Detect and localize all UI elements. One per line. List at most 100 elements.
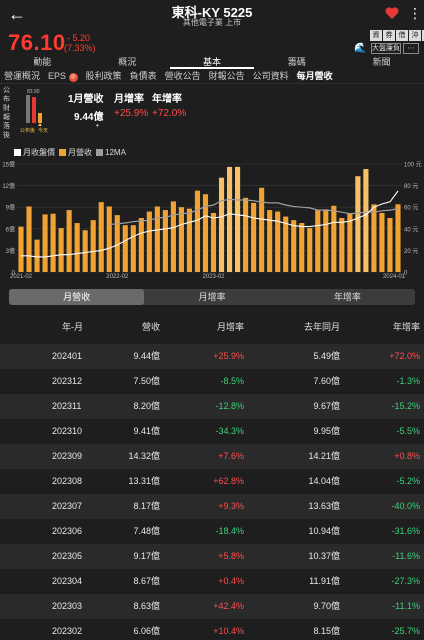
heart-icon[interactable]	[384, 5, 400, 21]
row-year-month: 202302	[52, 626, 83, 636]
tab-fundamental[interactable]: 基本	[169, 56, 255, 69]
eps-badge-icon: ◎	[68, 73, 78, 82]
y-left-tick-label: 15億	[2, 161, 15, 169]
row-prev-year: 10.37億	[308, 551, 340, 561]
row-revenue: 7.50億	[133, 376, 160, 386]
table-row[interactable]: 202306 7.48億 -18.4% 10.94億 -31.6%	[0, 519, 424, 544]
segment-yoy[interactable]: 年增率	[333, 292, 361, 302]
header-year-month[interactable]: 年-月	[62, 322, 83, 332]
badge-quan[interactable]: 券	[383, 30, 395, 41]
legend-price[interactable]: 月收盤價	[14, 147, 55, 158]
tab-news[interactable]: 新聞	[372, 57, 391, 67]
legend-revenue[interactable]: 月營收	[59, 147, 92, 158]
table-row[interactable]: 202311 8.20億 -12.8% 9.67億 -15.2%	[0, 394, 424, 419]
revenue-bar	[82, 230, 88, 272]
badge-dang[interactable]: 當	[422, 30, 424, 41]
row-prev-year: 14.04億	[308, 476, 340, 486]
header-prev-year[interactable]: 去年同月	[303, 322, 340, 332]
badge-zi[interactable]: 資	[370, 30, 382, 41]
row-yoy: -1.3%	[396, 376, 420, 386]
revenue-bar	[395, 204, 401, 272]
table-row[interactable]: 202310 9.41億 -34.3% 9.95億 -5.5%	[0, 419, 424, 444]
price-change-pct: (7.33%)	[64, 43, 96, 53]
table-row[interactable]: 202305 9.17億 +5.8% 10.37億 -11.6%	[0, 544, 424, 569]
row-revenue: 8.67億	[133, 576, 160, 586]
y-left-tick-label: 9億	[6, 204, 15, 212]
tab-overview[interactable]: 概況	[118, 57, 137, 67]
wave-icon[interactable]: 🌊	[354, 43, 367, 54]
y-left-tick-label: 12億	[2, 182, 15, 190]
revenue-table-body: 202401 9.44億 +25.9% 5.49億 +72.0% 202312 7.50億 -…	[0, 344, 424, 640]
revenue-bar	[315, 210, 321, 272]
segment-revenue[interactable]: 月營收	[9, 289, 145, 305]
revenue-bar	[66, 210, 72, 272]
legend-revenue-label: 月營收	[68, 148, 92, 157]
segment-mom[interactable]: 月增率	[198, 292, 226, 302]
revenue-bar	[114, 215, 120, 272]
mini-marker-icon	[38, 123, 42, 126]
tab-chips[interactable]: 籌碼	[287, 57, 306, 67]
market-chip[interactable]: 大盤廉負	[371, 43, 401, 54]
table-row[interactable]: 202303 8.63億 +42.4% 9.70億 -11.1%	[0, 594, 424, 619]
summary-mom: +25.9%	[114, 108, 149, 119]
more-menu-icon[interactable]: ⋮	[408, 5, 422, 21]
table-row[interactable]: 202304 8.67億 +0.4% 11.91億 -27.3%	[0, 569, 424, 594]
table-row[interactable]: 202302 6.06億 +10.4% 8.15億 -25.7%	[0, 619, 424, 640]
revenue-bar	[50, 213, 56, 272]
row-revenue: 8.63億	[133, 601, 160, 611]
table-row[interactable]: 202401 9.44億 +25.9% 5.49億 +72.0%	[0, 344, 424, 369]
back-arrow-icon[interactable]: ←	[8, 4, 26, 24]
table-row[interactable]: 202312 7.50億 -8.5% 7.60億 -1.3%	[0, 369, 424, 394]
mini-label-right: 今天	[38, 127, 48, 134]
mini-label-left: 公布後	[20, 127, 35, 134]
header-yoy[interactable]: 年增率	[392, 322, 420, 332]
y-right-tick-label: 60 元	[404, 205, 418, 212]
y-right-tick-label: 0	[404, 271, 408, 277]
trade-chip[interactable]: ⋯	[403, 43, 419, 54]
revenue-bar	[98, 202, 104, 272]
row-prev-year: 9.67億	[313, 401, 340, 411]
table-row[interactable]: 202308 13.31億 +62.8% 14.04億 -5.2%	[0, 469, 424, 494]
revenue-bar	[58, 228, 64, 272]
current-price: 76.10	[8, 30, 66, 55]
row-year-month: 202307	[52, 501, 83, 511]
row-yoy: +0.8%	[394, 451, 420, 461]
revenue-bar	[283, 216, 289, 272]
row-prev-year: 8.15億	[313, 626, 340, 636]
header-mom[interactable]: 月增率	[216, 322, 244, 332]
subtab-dividend[interactable]: 股利政策	[85, 71, 122, 81]
subtab-operations[interactable]: 營運概況	[4, 71, 41, 81]
subtab-balance[interactable]: 負債表	[129, 71, 157, 81]
table-header: 年-月 營收 月增率 去年同月 年增率	[0, 320, 424, 340]
revenue-bar	[371, 204, 377, 272]
subtab-monthly-revenue[interactable]: 每月營收	[296, 71, 333, 81]
revenue-bar	[235, 166, 241, 272]
subtab-revenue-notice[interactable]: 營收公告	[164, 71, 201, 81]
table-row[interactable]: 202307 8.17億 +9.3% 13.63億 -40.0%	[0, 494, 424, 519]
row-prev-year: 13.63億	[308, 501, 340, 511]
header-revenue[interactable]: 營收	[141, 322, 160, 332]
legend-ma-label: 12MA	[105, 148, 126, 157]
subtab-financial-notice[interactable]: 財報公告	[208, 71, 245, 81]
subtab-eps[interactable]: EPS ◎	[48, 69, 78, 83]
row-revenue: 8.17億	[133, 501, 160, 511]
revenue-bar	[178, 207, 184, 272]
row-yoy: -25.7%	[391, 626, 420, 636]
revenue-bar	[34, 239, 40, 272]
row-yoy: -5.2%	[396, 476, 420, 486]
row-mom: +62.8%	[213, 476, 244, 486]
row-revenue: 8.20億	[133, 401, 160, 411]
legend-ma[interactable]: 12MA	[96, 148, 126, 157]
table-row[interactable]: 202309 14.32億 +7.6% 14.21億 +0.8%	[0, 444, 424, 469]
row-mom: +42.4%	[213, 601, 244, 611]
revenue-bar	[387, 218, 393, 272]
revenue-bar	[347, 212, 353, 272]
row-revenue: 13.31億	[128, 476, 160, 486]
badge-chong[interactable]: 沖	[409, 30, 421, 41]
revenue-bar	[331, 205, 337, 272]
revenue-bar	[379, 212, 385, 272]
revenue-bar	[162, 210, 168, 272]
tab-momentum[interactable]: 動能	[33, 57, 52, 67]
badge-jie[interactable]: 借	[396, 30, 408, 41]
subtab-company-info[interactable]: 公司資料	[252, 71, 289, 81]
